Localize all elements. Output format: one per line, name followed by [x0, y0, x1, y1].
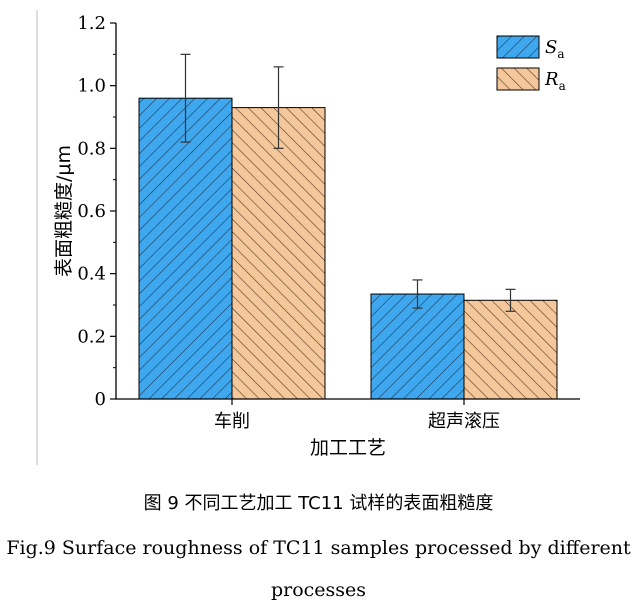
y-tick-label-4: 0.8 [77, 138, 106, 159]
bar-Ra-0 [231, 107, 326, 400]
bar-chart: 车削 超声滚压 0 0.2 0.4 0.6 0.8 1.0 1.2 加工工艺 表面粗糙度/μm Sa R… [36, 10, 580, 465]
figure-caption-english-line1: Fig.9 Surface roughness of TC11 samples … [6, 537, 631, 559]
y-tick-label-3: 0.6 [77, 201, 106, 222]
y-tick-label-5: 1.0 [77, 76, 106, 97]
bar-Sa-0 [138, 97, 233, 400]
legend-swatch-Ra [496, 67, 540, 91]
bar-Sa-1 [370, 293, 465, 400]
y-tick-label-6: 1.2 [77, 13, 106, 34]
x-tick-label-1: 超声滚压 [428, 411, 500, 432]
y-axis-title: 表面粗糙度/μm [53, 145, 75, 277]
legend-label-Sa: Sa [545, 37, 565, 61]
y-tick-label-1: 0.2 [77, 326, 106, 347]
y-tick-label-2: 0.4 [77, 264, 106, 285]
legend-label-Ra: Ra [544, 69, 566, 93]
legend-swatch-Sa [496, 35, 540, 59]
bar-Ra-1 [463, 299, 558, 400]
x-axis-title: 加工工艺 [310, 437, 386, 459]
figure-caption-chinese: 图 9 不同工艺加工 TC11 试样的表面粗糙度 [143, 493, 494, 514]
figure-caption-english-line2: processes [270, 579, 367, 601]
y-tick-label-0: 0 [95, 389, 106, 410]
x-tick-label-0: 车削 [214, 411, 250, 432]
